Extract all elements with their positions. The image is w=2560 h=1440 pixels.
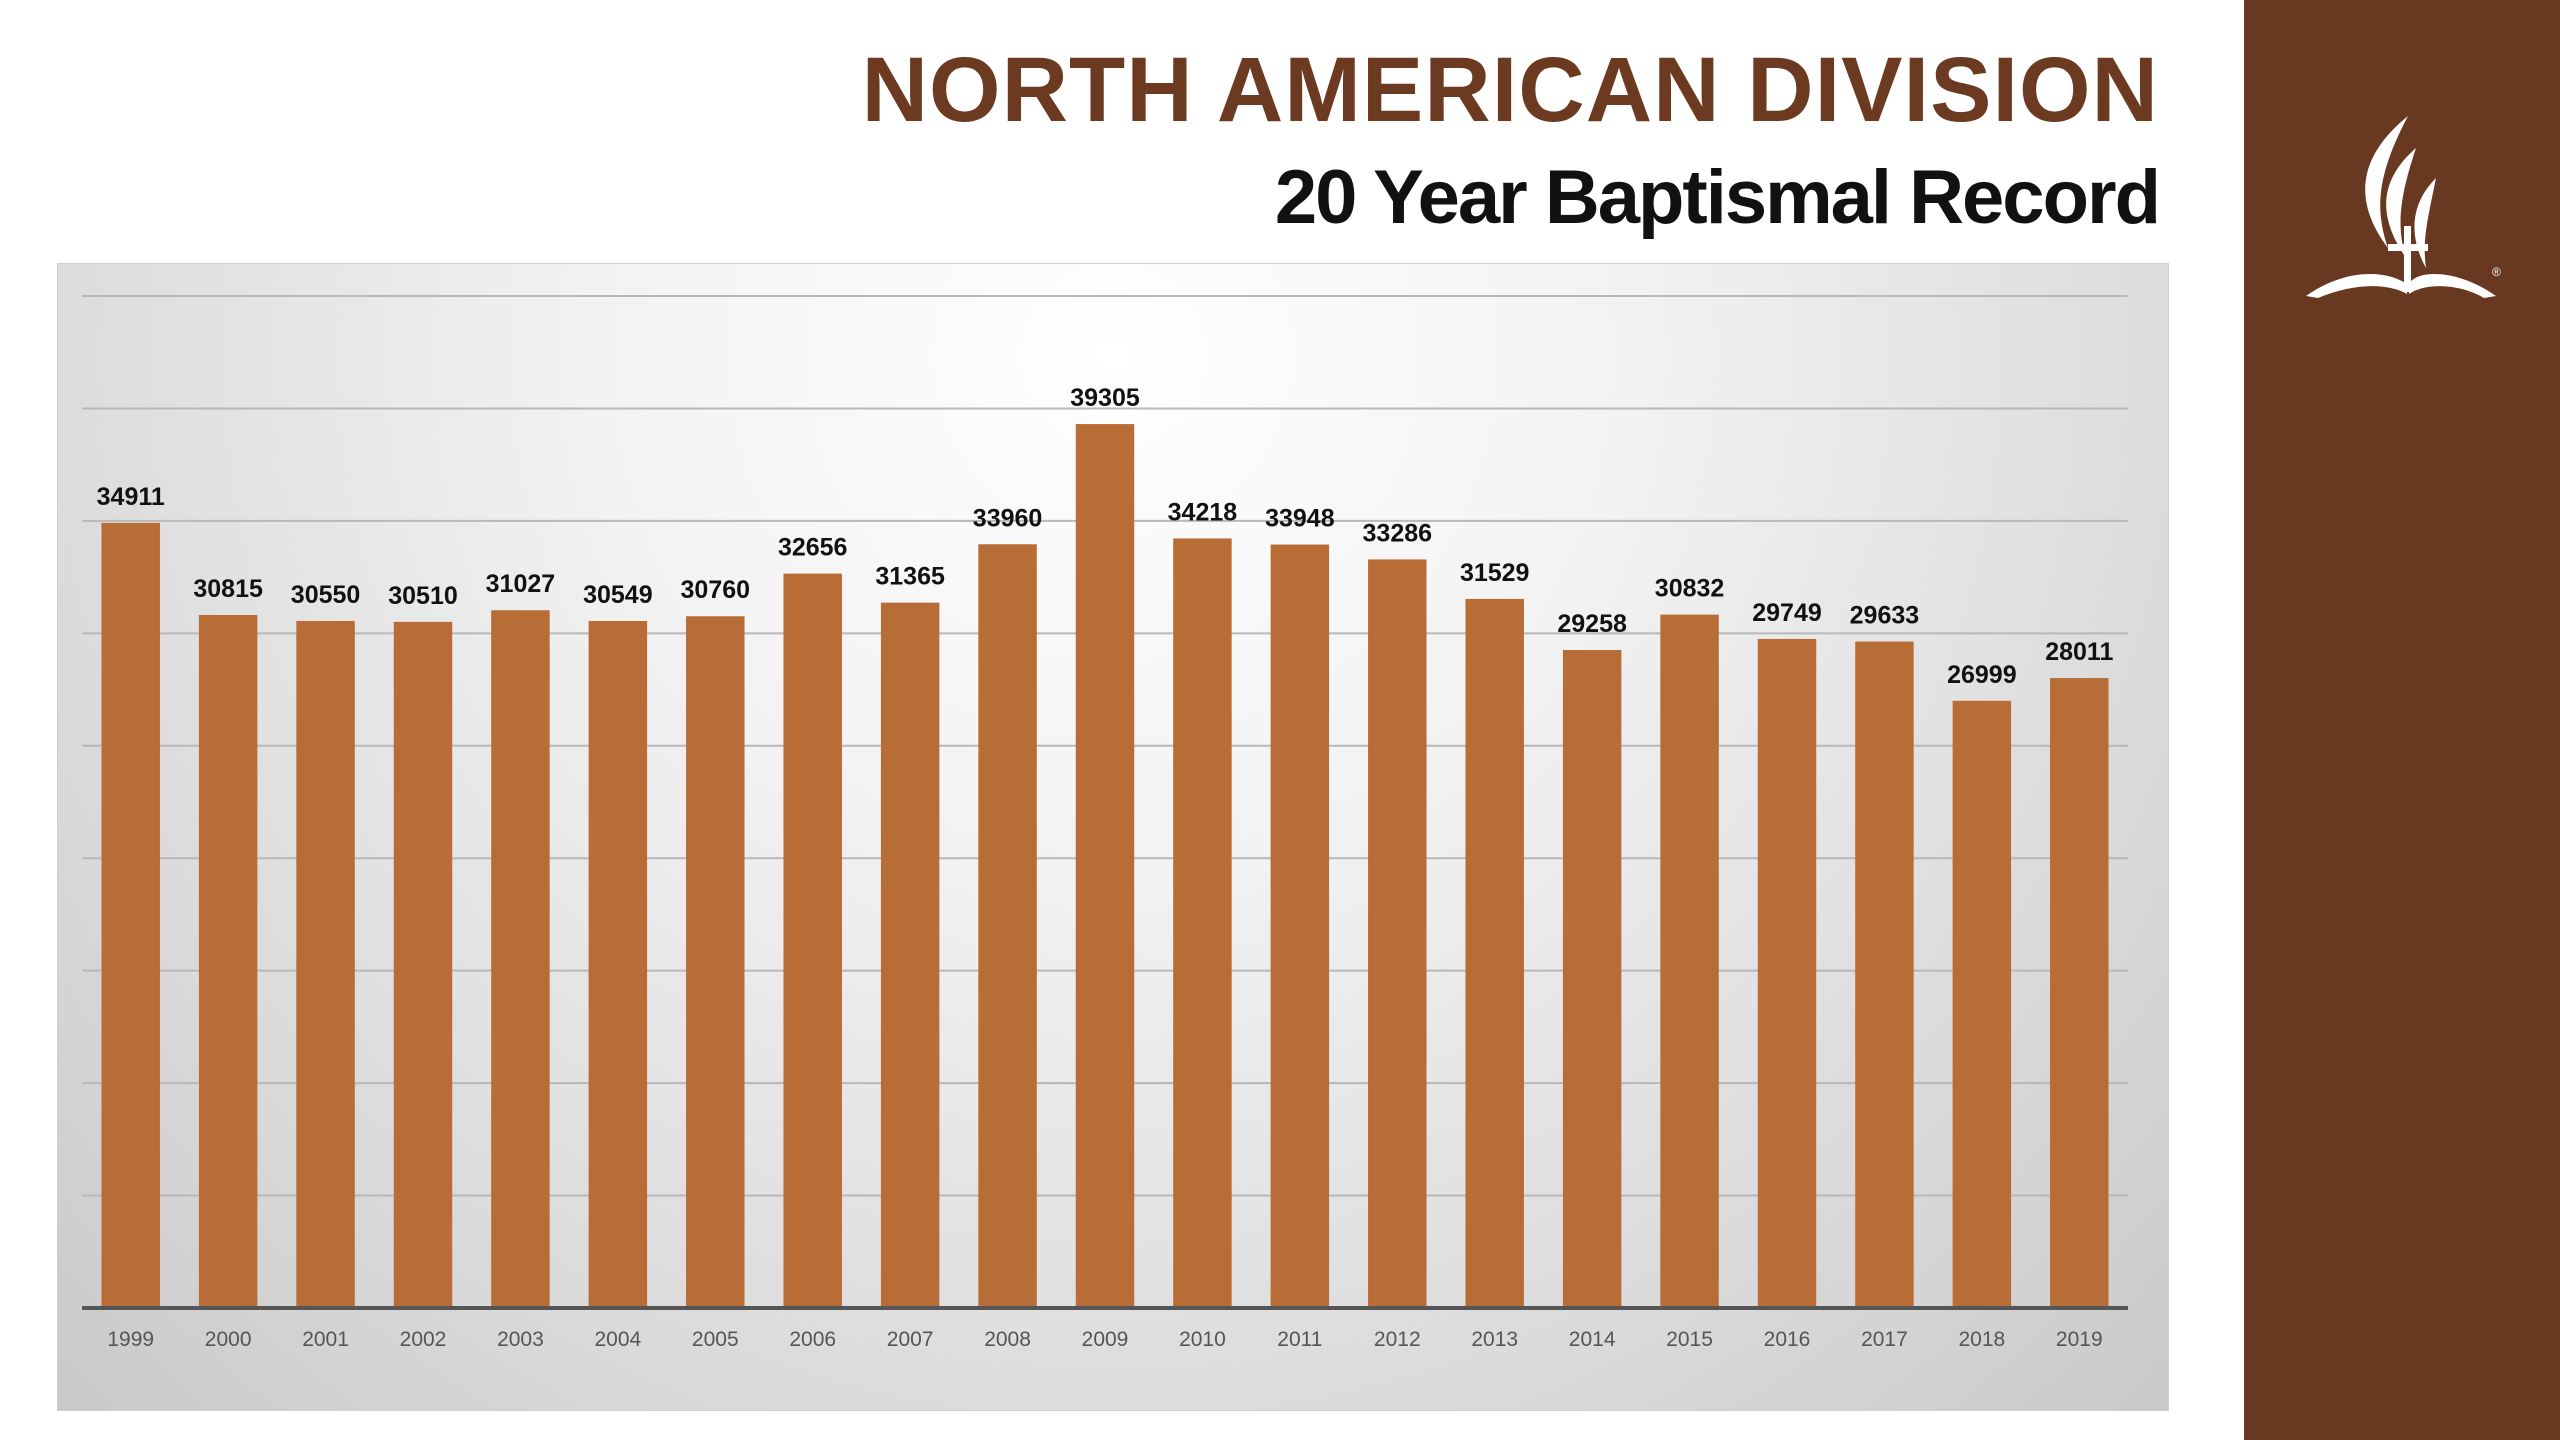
data-label-2009: 39305 (1070, 384, 1140, 412)
data-label-2011: 33948 (1265, 505, 1335, 533)
x-tick-label-2007: 2007 (887, 1328, 934, 1351)
x-tick-label-2015: 2015 (1666, 1328, 1713, 1351)
data-label-2005: 30760 (681, 576, 751, 604)
x-tick-label-2010: 2010 (1179, 1328, 1226, 1351)
data-label-2019: 28011 (2045, 638, 2113, 666)
x-tick-label-2002: 2002 (400, 1328, 447, 1351)
bar-2012 (1368, 559, 1427, 1308)
slide-subtitle: 20 Year Baptismal Record (1274, 155, 2161, 240)
x-tick-label-2005: 2005 (692, 1328, 739, 1351)
data-labels: 34911 30815 30550 30510 31027 30549 30760 32656… (97, 384, 2114, 689)
bar-2019 (2050, 678, 2109, 1308)
data-label-2007: 31365 (875, 563, 945, 591)
x-tick-label-2004: 2004 (594, 1328, 641, 1351)
x-tick-label-2012: 2012 (1374, 1328, 1421, 1351)
bar-2008 (978, 544, 1037, 1308)
x-tick-label-2013: 2013 (1471, 1328, 1518, 1351)
x-tick-label-2011: 2011 (1277, 1328, 1322, 1351)
bar-1999 (101, 522, 160, 1308)
data-label-2008: 33960 (973, 504, 1043, 532)
bars (101, 424, 2109, 1308)
data-label-2010: 34218 (1168, 498, 1238, 526)
data-label-2003: 31027 (486, 570, 556, 598)
data-label-2004: 30549 (583, 581, 653, 609)
data-label-2006: 32656 (778, 534, 848, 562)
bar-2003 (491, 610, 550, 1308)
slide-title: NORTH AMERICAN DIVISION (861, 39, 2159, 141)
x-tick-label-2003: 2003 (497, 1328, 544, 1351)
bar-2000 (198, 615, 258, 1308)
x-tick-labels: 1999 2000 2001 2002 2003 2004 2005 2006 2007 2008… (107, 1328, 2102, 1351)
data-label-2018: 26999 (1947, 661, 2017, 689)
x-tick-label-2014: 2014 (1569, 1328, 1616, 1351)
data-label-2002: 30510 (388, 582, 458, 610)
bar-2017 (1855, 641, 1914, 1308)
bar-2010 (1173, 538, 1232, 1308)
x-tick-label-2019: 2019 (2056, 1328, 2103, 1351)
x-tick-label-2006: 2006 (789, 1328, 836, 1351)
bar-2001 (296, 620, 355, 1308)
x-tick-label-2016: 2016 (1764, 1328, 1811, 1351)
bar-2014 (1562, 650, 1622, 1308)
bar-2002 (393, 621, 453, 1308)
data-label-2015: 30832 (1655, 575, 1725, 603)
data-label-2001: 30550 (291, 581, 361, 609)
data-label-1999: 34911 (97, 483, 165, 511)
bar-2013 (1465, 598, 1524, 1308)
x-tick-label-2018: 2018 (1958, 1328, 2005, 1351)
data-label-2000: 30815 (193, 575, 263, 603)
bar-2015 (1660, 614, 1719, 1308)
bar-2006 (783, 573, 842, 1308)
bar-2007 (880, 602, 940, 1308)
data-label-2014: 29258 (1557, 610, 1627, 638)
bar-2009 (1075, 424, 1135, 1308)
x-tick-label-2009: 2009 (1082, 1328, 1129, 1351)
data-label-2012: 33286 (1363, 519, 1433, 547)
bar-2005 (686, 616, 745, 1308)
data-label-2016: 29749 (1752, 599, 1822, 627)
x-tick-label-2001: 2001 (302, 1328, 349, 1351)
bar-2018 (1952, 700, 2012, 1308)
bar-2016 (1757, 638, 1817, 1308)
x-tick-label-2000: 2000 (205, 1328, 252, 1351)
bar-2011 (1270, 544, 1330, 1308)
brand-sidebar (2244, 0, 2560, 1440)
x-tick-label-2008: 2008 (984, 1328, 1031, 1351)
data-label-2017: 29633 (1850, 602, 1920, 630)
adventist-church-logo-icon: ® (2306, 116, 2501, 298)
x-tick-label-1999: 1999 (107, 1328, 154, 1351)
bar-2004 (588, 620, 648, 1308)
x-tick-label-2017: 2017 (1861, 1328, 1908, 1351)
data-label-2013: 31529 (1460, 559, 1530, 587)
chart-panel: 34911 30815 30550 30510 31027 30549 30760 32656… (57, 263, 2169, 1411)
bar-chart: 34911 30815 30550 30510 31027 30549 30760 32656… (82, 295, 2128, 1351)
registered-mark: ® (2492, 265, 2501, 279)
